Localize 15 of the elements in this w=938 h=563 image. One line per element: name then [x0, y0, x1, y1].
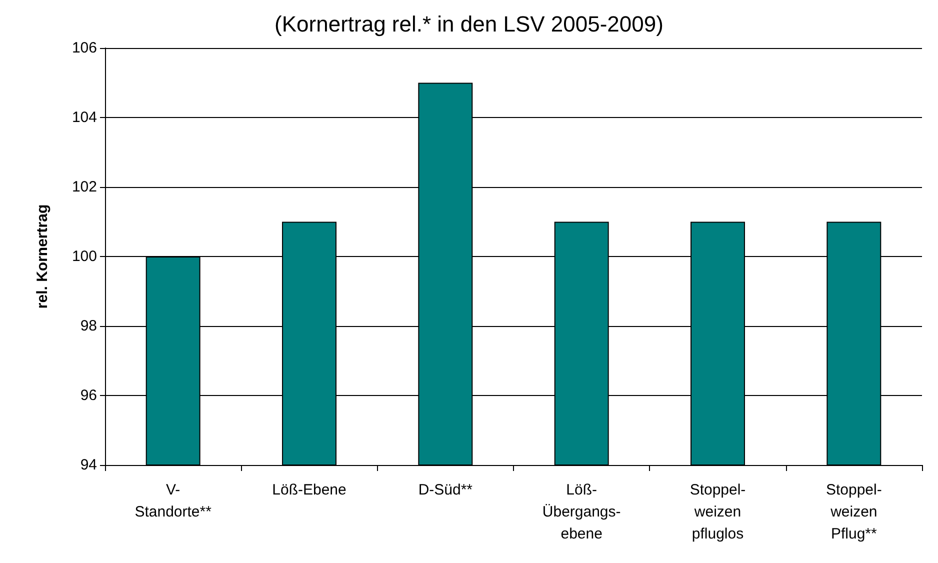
x-tick-label: D-Süd**	[418, 482, 473, 498]
y-tick-label: 106	[72, 40, 97, 56]
y-tick-label: 104	[72, 109, 97, 126]
y-axis-title: rel. Kornertrag	[34, 204, 51, 309]
y-tick-label: 100	[72, 248, 97, 265]
chart-title: (Kornertrag rel.* in den LSV 2005-2009)	[274, 12, 664, 36]
x-tick-label: Stoppel- weizen pfluglos	[690, 482, 746, 542]
y-tick-label: 102	[72, 178, 97, 196]
x-tick-label: Stoppel- weizen Pflug**	[826, 482, 882, 542]
y-tick-label: 94	[80, 456, 97, 474]
y-tick-label: 96	[80, 387, 97, 404]
x-tick-label: Löß-Ebene	[272, 482, 346, 498]
x-tick-label: V- Standorte**	[134, 482, 212, 520]
y-tick-label: 98	[80, 318, 97, 334]
x-tick-label: Löß- Übergangs- ebene	[542, 482, 621, 542]
